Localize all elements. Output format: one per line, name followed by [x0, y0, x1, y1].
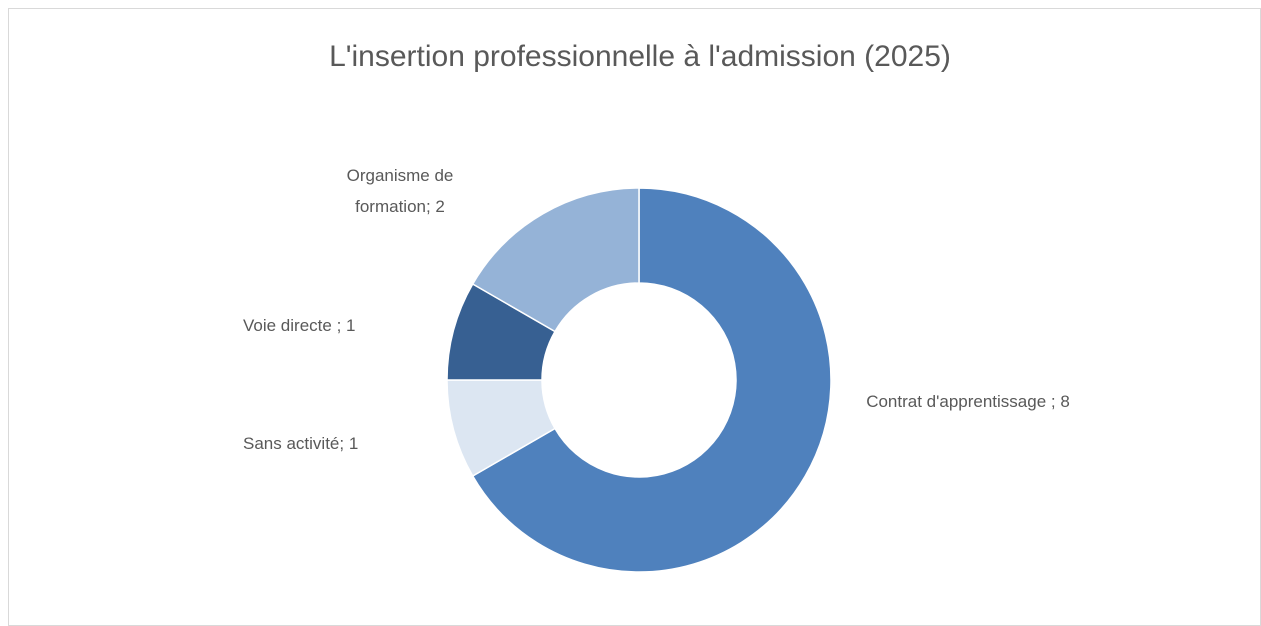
data-label-value: ; 8: [1050, 392, 1070, 411]
data-label-category: Organisme de formation: [346, 166, 454, 216]
donut-slice: [471, 187, 832, 573]
data-label-value: ; 1: [336, 316, 356, 335]
data-label-value: ; 1: [339, 434, 359, 453]
data-label: Sans activité; 1: [243, 428, 443, 459]
donut-slice: [471, 187, 640, 333]
data-label-category: Sans activité: [243, 434, 340, 453]
data-label: Voie directe ; 1: [243, 310, 443, 341]
data-label-category: Contrat d'apprentissage: [866, 392, 1051, 411]
data-label: Organisme de formation; 2: [320, 160, 480, 222]
data-label-value: ; 2: [425, 197, 445, 216]
chart-title: L'insertion professionnelle à l'admissio…: [329, 40, 951, 73]
data-label-category: Voie directe: [243, 316, 337, 335]
data-label: Contrat d'apprentissage ; 8: [840, 386, 1096, 417]
